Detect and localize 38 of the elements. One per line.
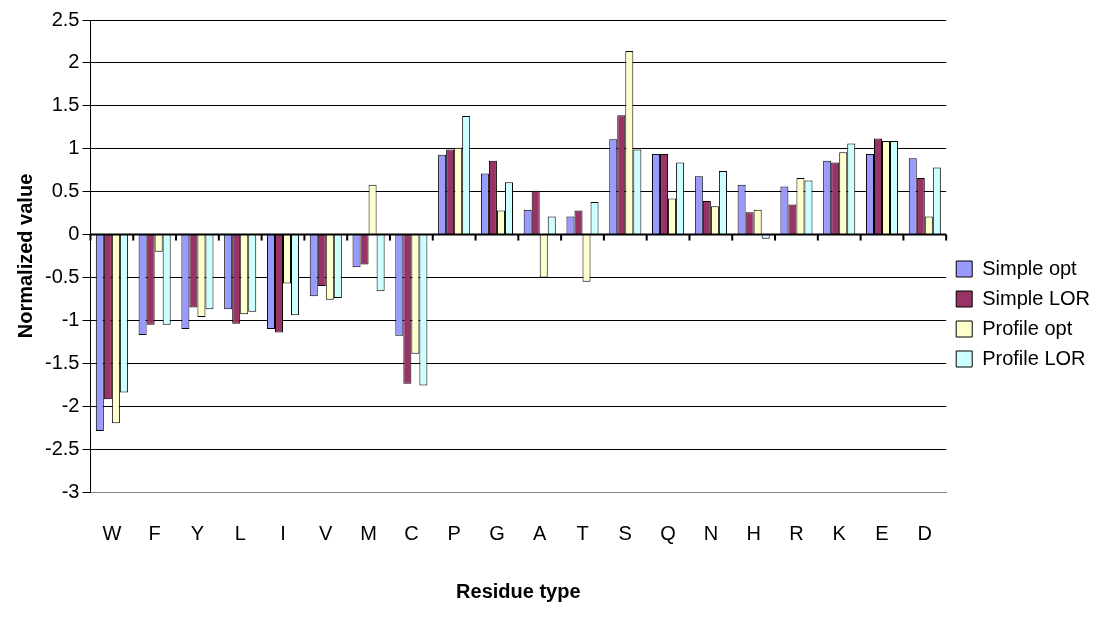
x-tick-label: K: [832, 521, 847, 544]
x-tick-label: A: [533, 521, 548, 544]
y-tick-label: -1.5: [44, 350, 80, 373]
x-tick-label: G: [489, 521, 505, 544]
y-tick-label: 2: [68, 50, 80, 73]
x-tick-label: M: [360, 521, 377, 544]
legend-label: Simple LOR: [982, 286, 1090, 309]
x-tick-label: T: [576, 521, 589, 544]
x-tick-label: W: [102, 521, 122, 544]
x-tick-label: R: [789, 521, 804, 544]
y-tick-label: -2.5: [44, 436, 80, 459]
x-tick-label: P: [447, 521, 461, 544]
x-tick-label: L: [234, 521, 246, 544]
y-tick-label: -1: [61, 307, 80, 330]
y-tick-label: 1.5: [51, 93, 80, 116]
x-tick-label: F: [148, 521, 161, 544]
y-tick-label: 2.5: [51, 7, 80, 30]
x-tick-label: N: [703, 521, 719, 544]
x-tick-label: E: [875, 521, 889, 544]
legend-label: Profile opt: [982, 316, 1073, 339]
x-tick-label: V: [319, 521, 334, 544]
x-tick-label: C: [404, 521, 419, 544]
y-tick-label: -3: [61, 479, 80, 502]
y-tick-label: -2: [61, 393, 80, 416]
y-tick-label: 0.5: [51, 179, 80, 202]
y-tick-label: 1: [68, 136, 80, 159]
x-tick-label: Y: [190, 521, 205, 544]
x-axis-title: Residue type: [456, 579, 581, 602]
x-tick-label: S: [618, 521, 632, 544]
x-tick-label: Q: [660, 521, 676, 544]
y-tick-label: 0: [68, 222, 80, 245]
x-tick-label: D: [917, 521, 933, 544]
legend-label: Simple opt: [982, 256, 1078, 279]
x-tick-label: H: [746, 521, 761, 544]
x-tick-label: I: [280, 521, 286, 544]
y-tick-label: -0.5: [44, 264, 80, 287]
legend-label: Profile LOR: [982, 346, 1086, 369]
y-axis-title: Normalized value: [13, 173, 36, 339]
